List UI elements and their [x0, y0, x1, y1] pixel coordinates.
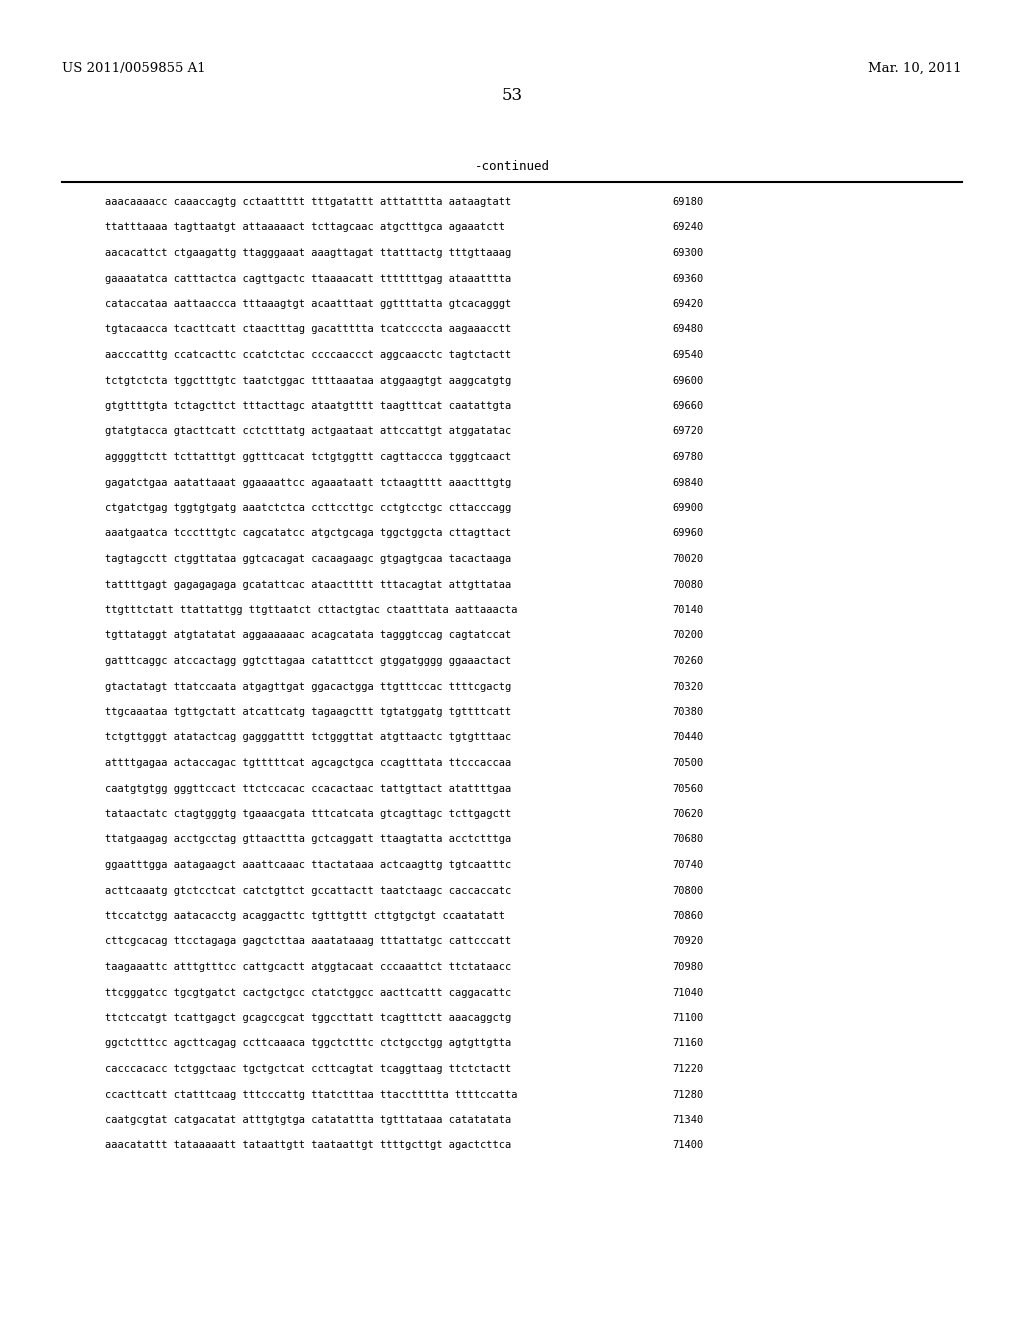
- Text: aaacatattt tataaaaatt tataattgtt taataattgt ttttgcttgt agactcttca: aaacatattt tataaaaatt tataattgtt taataat…: [105, 1140, 511, 1151]
- Text: 70320: 70320: [672, 681, 703, 692]
- Text: 70140: 70140: [672, 605, 703, 615]
- Text: 69480: 69480: [672, 325, 703, 334]
- Text: 71340: 71340: [672, 1115, 703, 1125]
- Text: caatgtgtgg gggttccact ttctccacac ccacactaac tattgttact atattttgaa: caatgtgtgg gggttccact ttctccacac ccacact…: [105, 784, 511, 793]
- Text: tagtagcctt ctggttataa ggtcacagat cacaagaagc gtgagtgcaa tacactaaga: tagtagcctt ctggttataa ggtcacagat cacaaga…: [105, 554, 511, 564]
- Text: gatttcaggc atccactagg ggtcttagaa catatttcct gtggatgggg ggaaactact: gatttcaggc atccactagg ggtcttagaa catattt…: [105, 656, 511, 667]
- Text: caatgcgtat catgacatat atttgtgtga catatattta tgtttataaa catatatata: caatgcgtat catgacatat atttgtgtga catatat…: [105, 1115, 511, 1125]
- Text: cataccataa aattaaccca tttaaagtgt acaatttaat ggttttatta gtcacagggt: cataccataa aattaaccca tttaaagtgt acaattt…: [105, 300, 511, 309]
- Text: gaaaatatca catttactca cagttgactc ttaaaacatt tttttttgag ataaatttta: gaaaatatca catttactca cagttgactc ttaaaac…: [105, 273, 511, 284]
- Text: ccacttcatt ctatttcaag tttcccattg ttatctttaa ttaccttttta ttttccatta: ccacttcatt ctatttcaag tttcccattg ttatctt…: [105, 1089, 517, 1100]
- Text: 70500: 70500: [672, 758, 703, 768]
- Text: tgttataggt atgtatatat aggaaaaaac acagcatata tagggtccag cagtatccat: tgttataggt atgtatatat aggaaaaaac acagcat…: [105, 631, 511, 640]
- Text: 70200: 70200: [672, 631, 703, 640]
- Text: 69960: 69960: [672, 528, 703, 539]
- Text: tctgtctcta tggctttgtc taatctggac ttttaaataa atggaagtgt aaggcatgtg: tctgtctcta tggctttgtc taatctggac ttttaaa…: [105, 375, 511, 385]
- Text: 70020: 70020: [672, 554, 703, 564]
- Text: gtgttttgta tctagcttct tttacttagc ataatgtttt taagtttcat caatattgta: gtgttttgta tctagcttct tttacttagc ataatgt…: [105, 401, 511, 411]
- Text: aacacattct ctgaagattg ttagggaaat aaagttagat ttatttactg tttgttaaag: aacacattct ctgaagattg ttagggaaat aaagtta…: [105, 248, 511, 257]
- Text: attttgagaa actaccagac tgtttttcat agcagctgca ccagtttata ttcccaccaa: attttgagaa actaccagac tgtttttcat agcagct…: [105, 758, 511, 768]
- Text: 71160: 71160: [672, 1039, 703, 1048]
- Text: 71280: 71280: [672, 1089, 703, 1100]
- Text: 53: 53: [502, 87, 522, 104]
- Text: 70560: 70560: [672, 784, 703, 793]
- Text: aaatgaatca tccctttgtc cagcatatcc atgctgcaga tggctggcta cttagttact: aaatgaatca tccctttgtc cagcatatcc atgctgc…: [105, 528, 511, 539]
- Text: tgtacaacca tcacttcatt ctaactttag gacattttta tcatccccta aagaaacctt: tgtacaacca tcacttcatt ctaactttag gacattt…: [105, 325, 511, 334]
- Text: 69360: 69360: [672, 273, 703, 284]
- Text: ggctctttcc agcttcagag ccttcaaaca tggctctttc ctctgcctgg agtgttgtta: ggctctttcc agcttcagag ccttcaaaca tggctct…: [105, 1039, 511, 1048]
- Text: aaacaaaacc caaaccagtg cctaattttt tttgatattt atttatttta aataagtatt: aaacaaaacc caaaccagtg cctaattttt tttgata…: [105, 197, 511, 207]
- Text: ttgcaaataa tgttgctatt atcattcatg tagaagcttt tgtatggatg tgttttcatt: ttgcaaataa tgttgctatt atcattcatg tagaagc…: [105, 708, 511, 717]
- Text: acttcaaatg gtctcctcat catctgttct gccattactt taatctaagc caccaccatc: acttcaaatg gtctcctcat catctgttct gccatta…: [105, 886, 511, 895]
- Text: Mar. 10, 2011: Mar. 10, 2011: [868, 62, 962, 75]
- Text: 69900: 69900: [672, 503, 703, 513]
- Text: gtatgtacca gtacttcatt cctctttatg actgaataat attccattgt atggatatac: gtatgtacca gtacttcatt cctctttatg actgaat…: [105, 426, 511, 437]
- Text: cttcgcacag ttcctagaga gagctcttaa aaatataaag tttattatgc cattcccatt: cttcgcacag ttcctagaga gagctcttaa aaatata…: [105, 936, 511, 946]
- Text: 71100: 71100: [672, 1012, 703, 1023]
- Text: 70380: 70380: [672, 708, 703, 717]
- Text: aacccatttg ccatcacttc ccatctctac ccccaaccct aggcaacctc tagtctactt: aacccatttg ccatcacttc ccatctctac ccccaac…: [105, 350, 511, 360]
- Text: 71220: 71220: [672, 1064, 703, 1074]
- Text: 70680: 70680: [672, 834, 703, 845]
- Text: 70260: 70260: [672, 656, 703, 667]
- Text: taagaaattc atttgtttcc cattgcactt atggtacaat cccaaattct ttctataacc: taagaaattc atttgtttcc cattgcactt atggtac…: [105, 962, 511, 972]
- Text: tataactatc ctagtgggtg tgaaacgata tttcatcata gtcagttagc tcttgagctt: tataactatc ctagtgggtg tgaaacgata tttcatc…: [105, 809, 511, 818]
- Text: ttatttaaaa tagttaatgt attaaaaact tcttagcaac atgctttgca agaaatctt: ttatttaaaa tagttaatgt attaaaaact tcttagc…: [105, 223, 505, 232]
- Text: 70800: 70800: [672, 886, 703, 895]
- Text: -continued: -continued: [474, 160, 550, 173]
- Text: 71400: 71400: [672, 1140, 703, 1151]
- Text: ttatgaagag acctgcctag gttaacttta gctcaggatt ttaagtatta acctctttga: ttatgaagag acctgcctag gttaacttta gctcagg…: [105, 834, 511, 845]
- Text: tctgttgggt atatactcag gagggatttt tctgggttat atgttaactc tgtgtttaac: tctgttgggt atatactcag gagggatttt tctgggt…: [105, 733, 511, 742]
- Text: 70920: 70920: [672, 936, 703, 946]
- Text: gagatctgaa aatattaaat ggaaaattcc agaaataatt tctaagtttt aaactttgtg: gagatctgaa aatattaaat ggaaaattcc agaaata…: [105, 478, 511, 487]
- Text: ttgtttctatt ttattattgg ttgttaatct cttactgtac ctaatttata aattaaacta: ttgtttctatt ttattattgg ttgttaatct cttact…: [105, 605, 517, 615]
- Text: 69720: 69720: [672, 426, 703, 437]
- Text: 69660: 69660: [672, 401, 703, 411]
- Text: 69780: 69780: [672, 451, 703, 462]
- Text: ttcgggatcc tgcgtgatct cactgctgcc ctatctggcc aacttcattt caggacattc: ttcgggatcc tgcgtgatct cactgctgcc ctatctg…: [105, 987, 511, 998]
- Text: 70440: 70440: [672, 733, 703, 742]
- Text: ctgatctgag tggtgtgatg aaatctctca ccttccttgc cctgtcctgc cttacccagg: ctgatctgag tggtgtgatg aaatctctca ccttcct…: [105, 503, 511, 513]
- Text: cacccacacc tctggctaac tgctgctcat ccttcagtat tcaggttaag ttctctactt: cacccacacc tctggctaac tgctgctcat ccttcag…: [105, 1064, 511, 1074]
- Text: 69240: 69240: [672, 223, 703, 232]
- Text: 69600: 69600: [672, 375, 703, 385]
- Text: 69420: 69420: [672, 300, 703, 309]
- Text: 70080: 70080: [672, 579, 703, 590]
- Text: 69540: 69540: [672, 350, 703, 360]
- Text: ggaatttgga aatagaagct aaattcaaac ttactataaa actcaagttg tgtcaatttc: ggaatttgga aatagaagct aaattcaaac ttactat…: [105, 861, 511, 870]
- Text: aggggttctt tcttatttgt ggtttcacat tctgtggttt cagttaccca tgggtcaact: aggggttctt tcttatttgt ggtttcacat tctgtgg…: [105, 451, 511, 462]
- Text: 70620: 70620: [672, 809, 703, 818]
- Text: ttccatctgg aatacacctg acaggacttc tgtttgttt cttgtgctgt ccaatatatt: ttccatctgg aatacacctg acaggacttc tgtttgt…: [105, 911, 505, 921]
- Text: 69180: 69180: [672, 197, 703, 207]
- Text: US 2011/0059855 A1: US 2011/0059855 A1: [62, 62, 206, 75]
- Text: 69300: 69300: [672, 248, 703, 257]
- Text: 70860: 70860: [672, 911, 703, 921]
- Text: 69840: 69840: [672, 478, 703, 487]
- Text: 71040: 71040: [672, 987, 703, 998]
- Text: 70740: 70740: [672, 861, 703, 870]
- Text: tattttgagt gagagagaga gcatattcac ataacttttt tttacagtat attgttataa: tattttgagt gagagagaga gcatattcac ataactt…: [105, 579, 511, 590]
- Text: ttctccatgt tcattgagct gcagccgcat tggccttatt tcagtttctt aaacaggctg: ttctccatgt tcattgagct gcagccgcat tggcctt…: [105, 1012, 511, 1023]
- Text: 70980: 70980: [672, 962, 703, 972]
- Text: gtactatagt ttatccaata atgagttgat ggacactgga ttgtttccac ttttcgactg: gtactatagt ttatccaata atgagttgat ggacact…: [105, 681, 511, 692]
